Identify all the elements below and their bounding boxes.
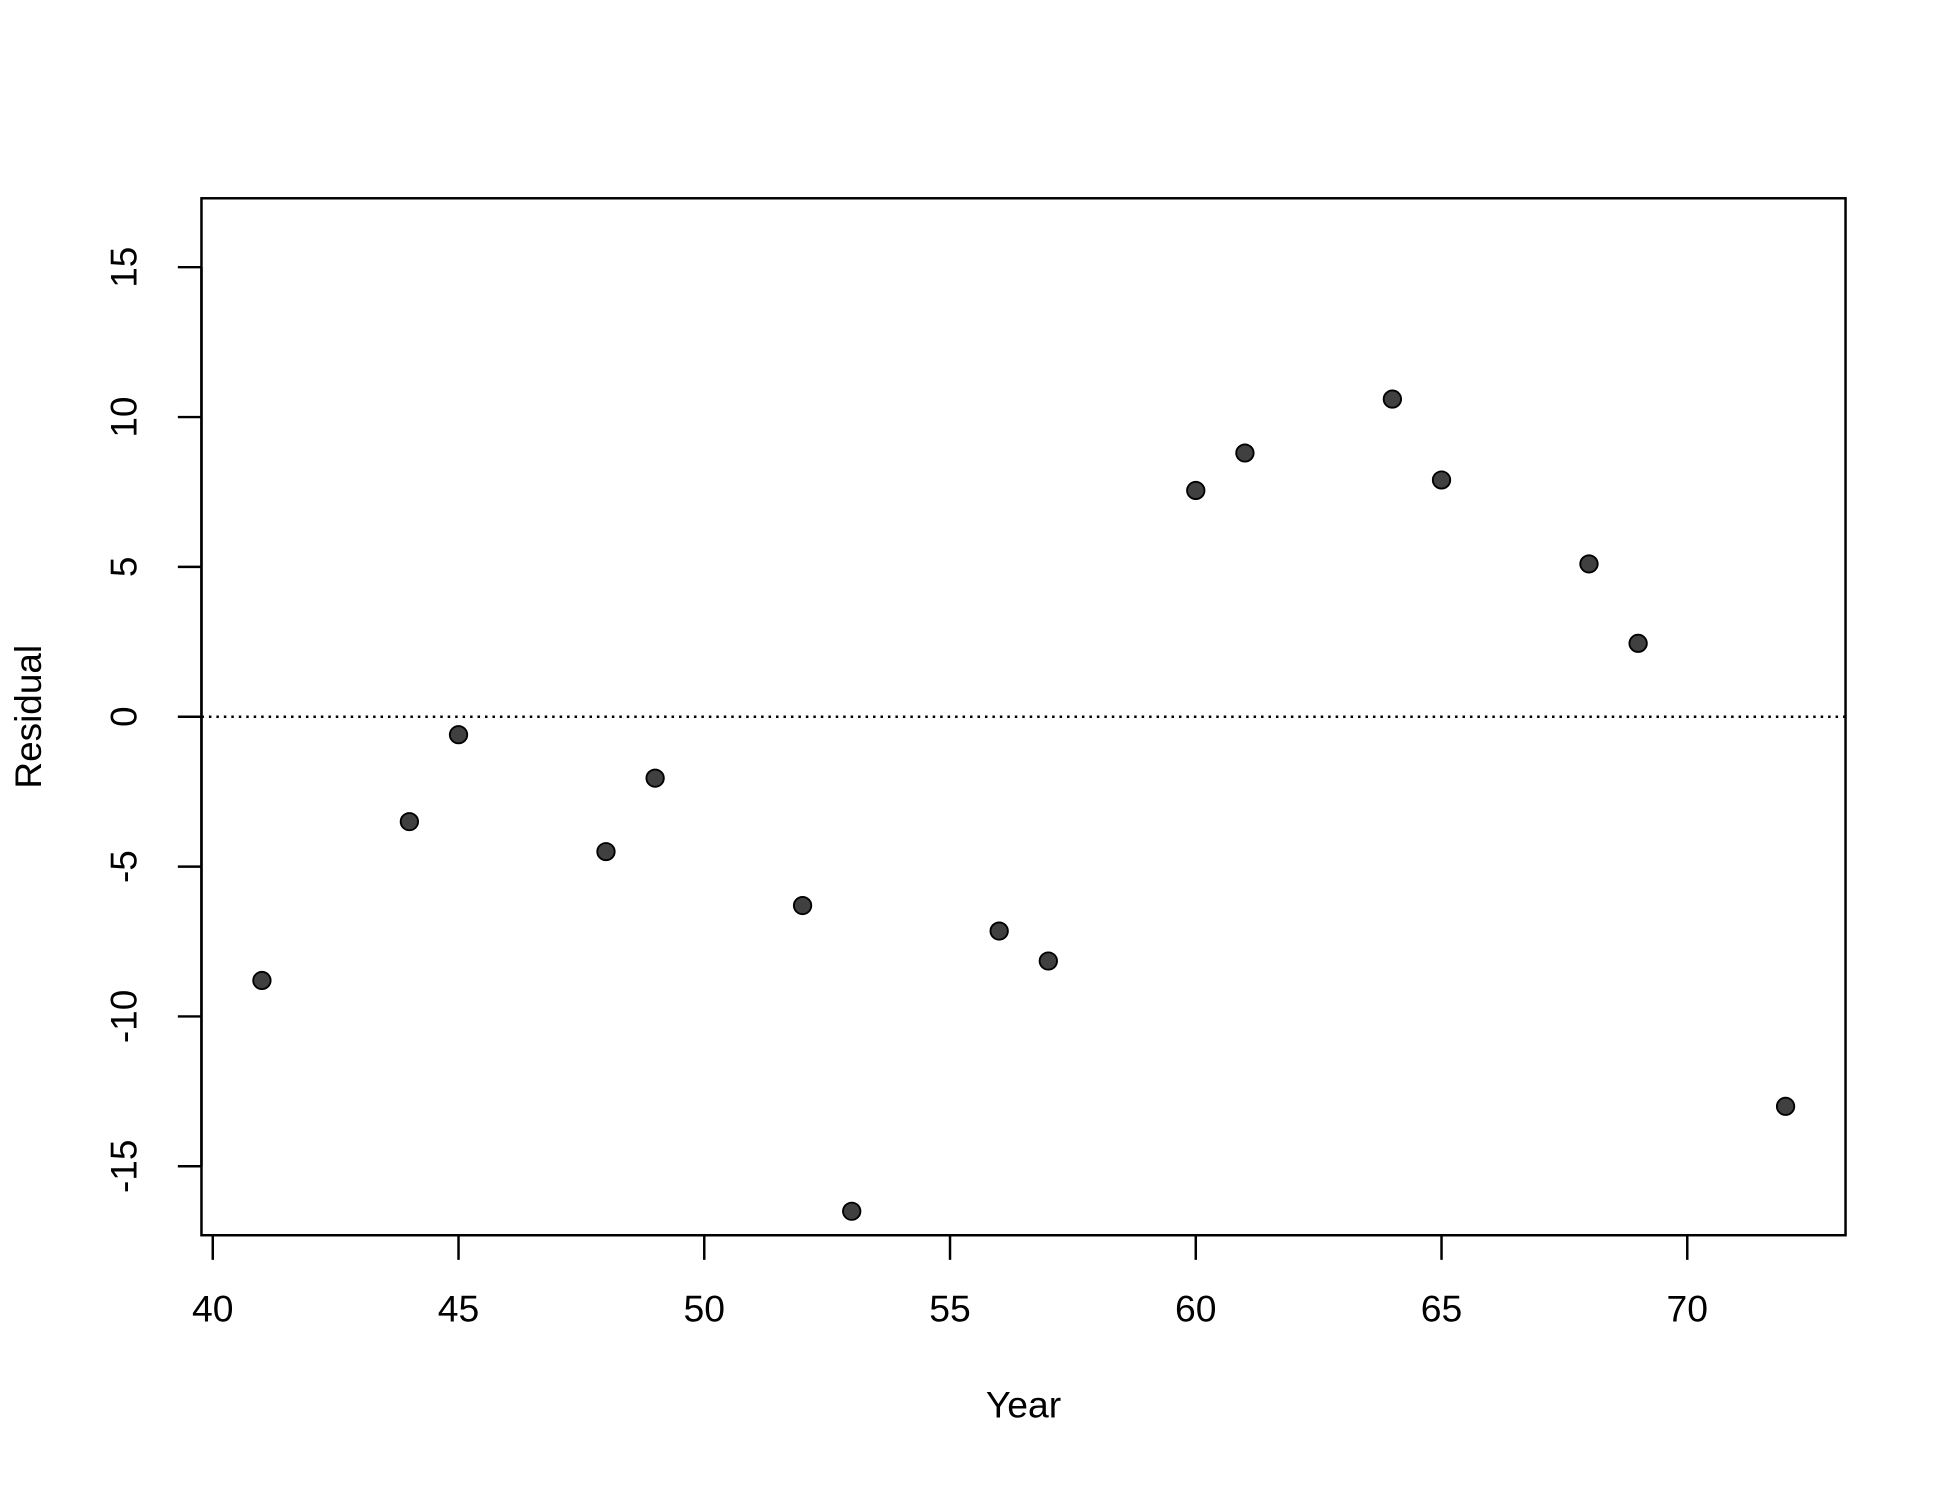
y-tick-label: 5 — [103, 557, 145, 578]
point — [1186, 480, 1206, 501]
x-tick-label: 50 — [684, 1288, 725, 1330]
y-tick-label: 10 — [103, 397, 145, 438]
point — [792, 896, 813, 916]
x-tick-label: 55 — [929, 1288, 970, 1330]
y-tick-label: 0 — [103, 706, 145, 727]
y-tick-label: -15 — [103, 1140, 145, 1193]
point — [1038, 951, 1058, 971]
point — [252, 970, 272, 991]
point — [645, 768, 665, 788]
point — [596, 842, 616, 862]
y-tick-label: -5 — [103, 850, 145, 883]
point — [1431, 470, 1452, 490]
x-tick-label: 70 — [1667, 1288, 1708, 1330]
point — [1628, 633, 1648, 653]
point — [1775, 1096, 1796, 1116]
y-tick-label: 15 — [103, 247, 145, 288]
point — [448, 725, 469, 745]
point — [1235, 443, 1255, 463]
point — [1382, 389, 1403, 409]
point — [399, 812, 420, 832]
y-axis-label: Residual — [7, 645, 49, 789]
point — [989, 921, 1009, 941]
point — [1579, 554, 1599, 574]
x-axis-label: Year — [986, 1384, 1061, 1426]
y-tick-label: -10 — [103, 990, 145, 1043]
x-tick-label: 45 — [438, 1288, 479, 1330]
x-tick-label: 40 — [192, 1288, 233, 1330]
x-tick-label: 60 — [1175, 1288, 1216, 1330]
x-tick-label: 65 — [1421, 1288, 1462, 1330]
point — [842, 1201, 862, 1221]
